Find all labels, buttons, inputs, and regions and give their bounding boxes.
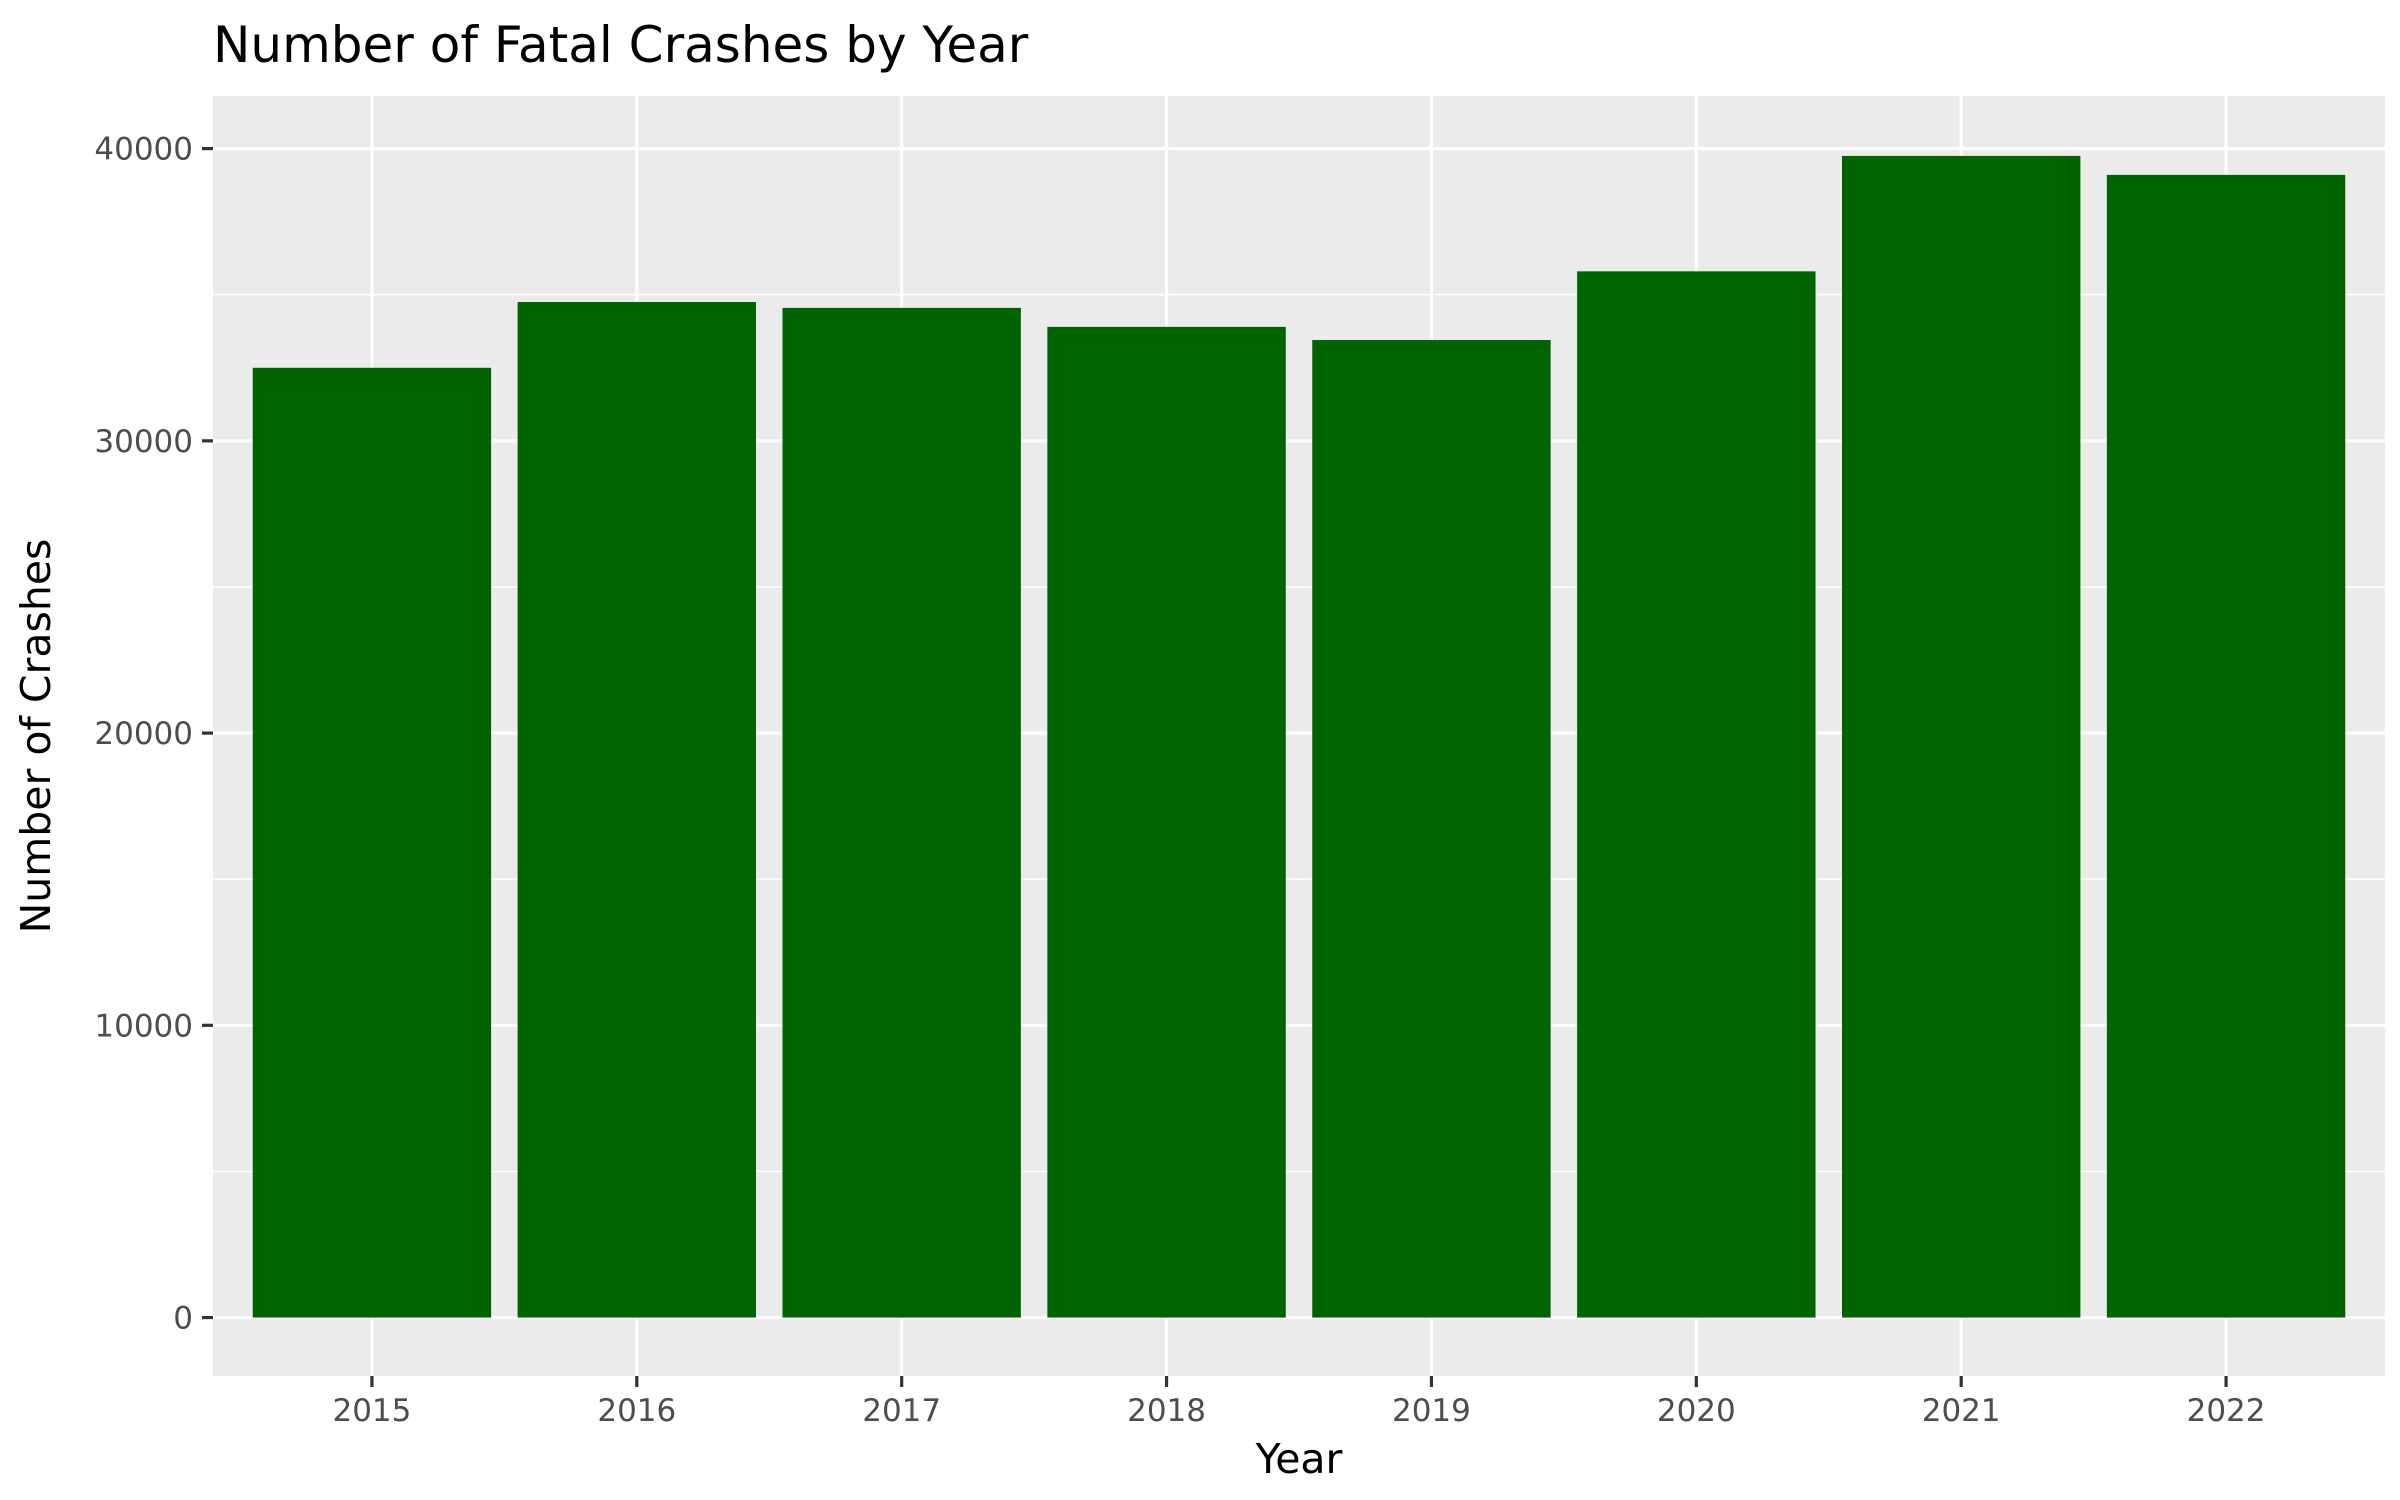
y-tick-label: 10000 bbox=[94, 1008, 193, 1044]
bar-2017 bbox=[782, 307, 1021, 1318]
x-tick-label: 2015 bbox=[332, 1393, 411, 1429]
x-tick-label: 2017 bbox=[862, 1393, 941, 1429]
bar-2021 bbox=[1842, 155, 2081, 1318]
y-tick-label: 30000 bbox=[94, 424, 193, 460]
chart-title: Number of Fatal Crashes by Year bbox=[213, 16, 1029, 74]
x-tick-label: 2020 bbox=[1657, 1393, 1736, 1429]
bar-2018 bbox=[1047, 326, 1286, 1318]
bar-2019 bbox=[1312, 340, 1551, 1318]
x-tick-label: 2018 bbox=[1127, 1393, 1206, 1429]
y-axis-title: Number of Crashes bbox=[12, 539, 60, 934]
x-tick-label: 2021 bbox=[1922, 1393, 2001, 1429]
x-tick-label: 2016 bbox=[597, 1393, 676, 1429]
bar-2020 bbox=[1577, 271, 1816, 1318]
x-axis: 2015 2016 2017 2018 2019 2020 2021 2022 bbox=[332, 1376, 2266, 1429]
x-axis-title: Year bbox=[1255, 1435, 1343, 1483]
bar-2016 bbox=[517, 302, 756, 1318]
bar-2022 bbox=[2106, 174, 2346, 1318]
x-tick-label: 2019 bbox=[1392, 1393, 1471, 1429]
bars bbox=[252, 155, 2346, 1318]
y-tick-label: 40000 bbox=[94, 132, 193, 168]
y-tick-label: 0 bbox=[173, 1301, 193, 1337]
y-axis: 0 10000 20000 30000 40000 bbox=[94, 132, 213, 1337]
x-tick-label: 2022 bbox=[2187, 1393, 2266, 1429]
y-tick-label: 20000 bbox=[94, 716, 193, 752]
bar-2015 bbox=[252, 367, 492, 1318]
